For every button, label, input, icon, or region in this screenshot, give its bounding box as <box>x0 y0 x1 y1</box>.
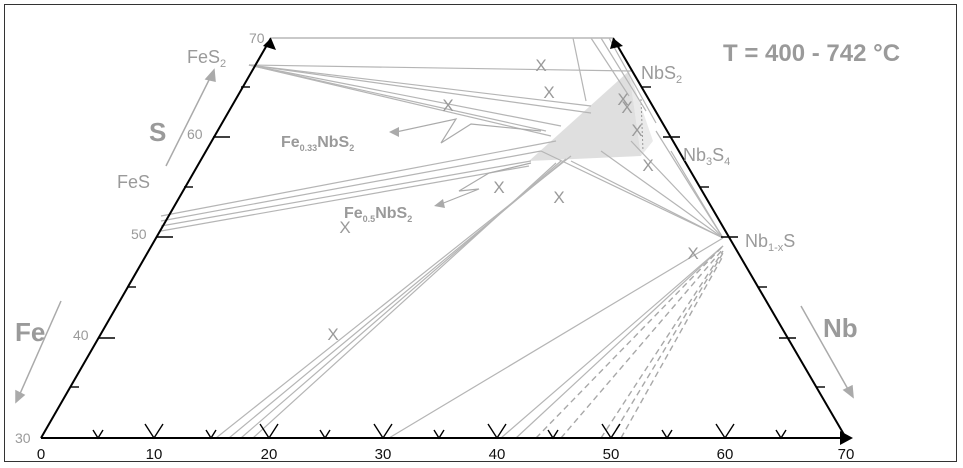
phase-label-fe033nbs2: Fe0.33NbS2 <box>281 134 354 153</box>
sample-marker: X <box>543 83 554 102</box>
left-tick-60: 60 <box>187 126 203 142</box>
ternary-diagram: T = 400 - 742 °C 0 10 20 30 40 50 60 70 … <box>15 30 900 463</box>
phase-label-nb3s4: Nb3S4 <box>683 145 730 168</box>
left-tick-50: 50 <box>131 226 147 242</box>
phase-label-fes: FeS <box>117 172 150 192</box>
fe05-arrowhead <box>434 199 445 208</box>
sample-markers: X X X X X X X X X X X X <box>327 56 698 344</box>
tick-label-50: 50 <box>603 446 620 463</box>
phase-label-fes2: FeS2 <box>187 47 226 70</box>
left-tick-70: 70 <box>249 30 265 46</box>
left-tick-40: 40 <box>73 327 89 343</box>
tick-label-10: 10 <box>146 446 163 463</box>
fe033-arrowhead <box>389 127 399 137</box>
fe033-zigzag <box>395 118 542 144</box>
tick-label-20: 20 <box>261 446 278 463</box>
tick-label-70: 70 <box>838 446 855 463</box>
sample-marker: X <box>553 188 564 207</box>
triangle-frame <box>40 37 847 439</box>
tick-label-30: 30 <box>375 446 392 463</box>
phase-label-fe05nbs2: Fe0.5NbS2 <box>344 205 412 224</box>
phase-label-nb1xs: Nb1-xS <box>745 231 795 254</box>
tick-label-40: 40 <box>489 446 506 463</box>
arrowhead-top-right <box>610 38 623 49</box>
sample-marker: X <box>642 156 653 175</box>
left-ticks <box>70 86 250 388</box>
temperature-title: T = 400 - 742 °C <box>723 40 900 67</box>
sample-marker: X <box>687 244 698 263</box>
dashed-tie-lines <box>535 245 724 439</box>
homogeneity-region-nbs2 <box>529 71 641 161</box>
dotted-boundary <box>640 98 644 152</box>
fe05-zigzag <box>440 162 532 205</box>
sample-marker: X <box>621 98 632 117</box>
bottom-tick-labels: 0 10 20 30 40 50 60 70 <box>37 446 855 463</box>
sample-marker: X <box>617 90 628 109</box>
arrowhead-bottom-right <box>840 431 853 445</box>
sample-marker: X <box>631 121 642 140</box>
tick-label-0: 0 <box>37 446 45 463</box>
phase-label-nbs2: NbS2 <box>641 63 682 86</box>
figure-frame: T = 400 - 742 °C 0 10 20 30 40 50 60 70 … <box>4 4 957 463</box>
sample-marker: X <box>535 56 546 75</box>
left-tick-30: 30 <box>15 430 31 446</box>
sample-marker: X <box>493 178 504 197</box>
direction-arrows <box>15 68 854 404</box>
sample-marker: X <box>327 325 338 344</box>
left-tick-labels: 30 40 50 60 70 <box>15 30 265 446</box>
axis-label-s: S <box>149 117 166 147</box>
right-ticks <box>642 86 825 388</box>
arrowhead-top-left <box>263 38 276 50</box>
bottom-ticks <box>92 423 787 440</box>
sample-marker: X <box>442 96 453 115</box>
sample-marker: X <box>339 218 350 237</box>
axis-label-nb: Nb <box>823 313 858 343</box>
axis-label-fe: Fe <box>15 317 45 347</box>
tick-label-60: 60 <box>717 446 734 463</box>
